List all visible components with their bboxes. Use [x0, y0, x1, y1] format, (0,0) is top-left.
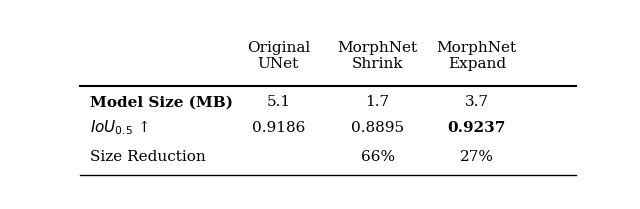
Text: Size Reduction: Size Reduction — [90, 150, 205, 164]
Text: $\mathit{IoU}_{0.5}$ ↑: $\mathit{IoU}_{0.5}$ ↑ — [90, 119, 148, 138]
Text: 1.7: 1.7 — [365, 95, 390, 109]
Text: 3.7: 3.7 — [465, 95, 489, 109]
Text: 0.8895: 0.8895 — [351, 121, 404, 135]
Text: MorphNet
Expand: MorphNet Expand — [436, 41, 517, 71]
Text: MorphNet
Shrink: MorphNet Shrink — [337, 41, 418, 71]
Text: 66%: 66% — [360, 150, 395, 164]
Text: 5.1: 5.1 — [266, 95, 291, 109]
Text: 0.9237: 0.9237 — [447, 121, 506, 135]
Text: 27%: 27% — [460, 150, 494, 164]
Text: Original
UNet: Original UNet — [247, 41, 310, 71]
Text: Model Size (MB): Model Size (MB) — [90, 95, 233, 109]
Text: 0.9186: 0.9186 — [252, 121, 305, 135]
